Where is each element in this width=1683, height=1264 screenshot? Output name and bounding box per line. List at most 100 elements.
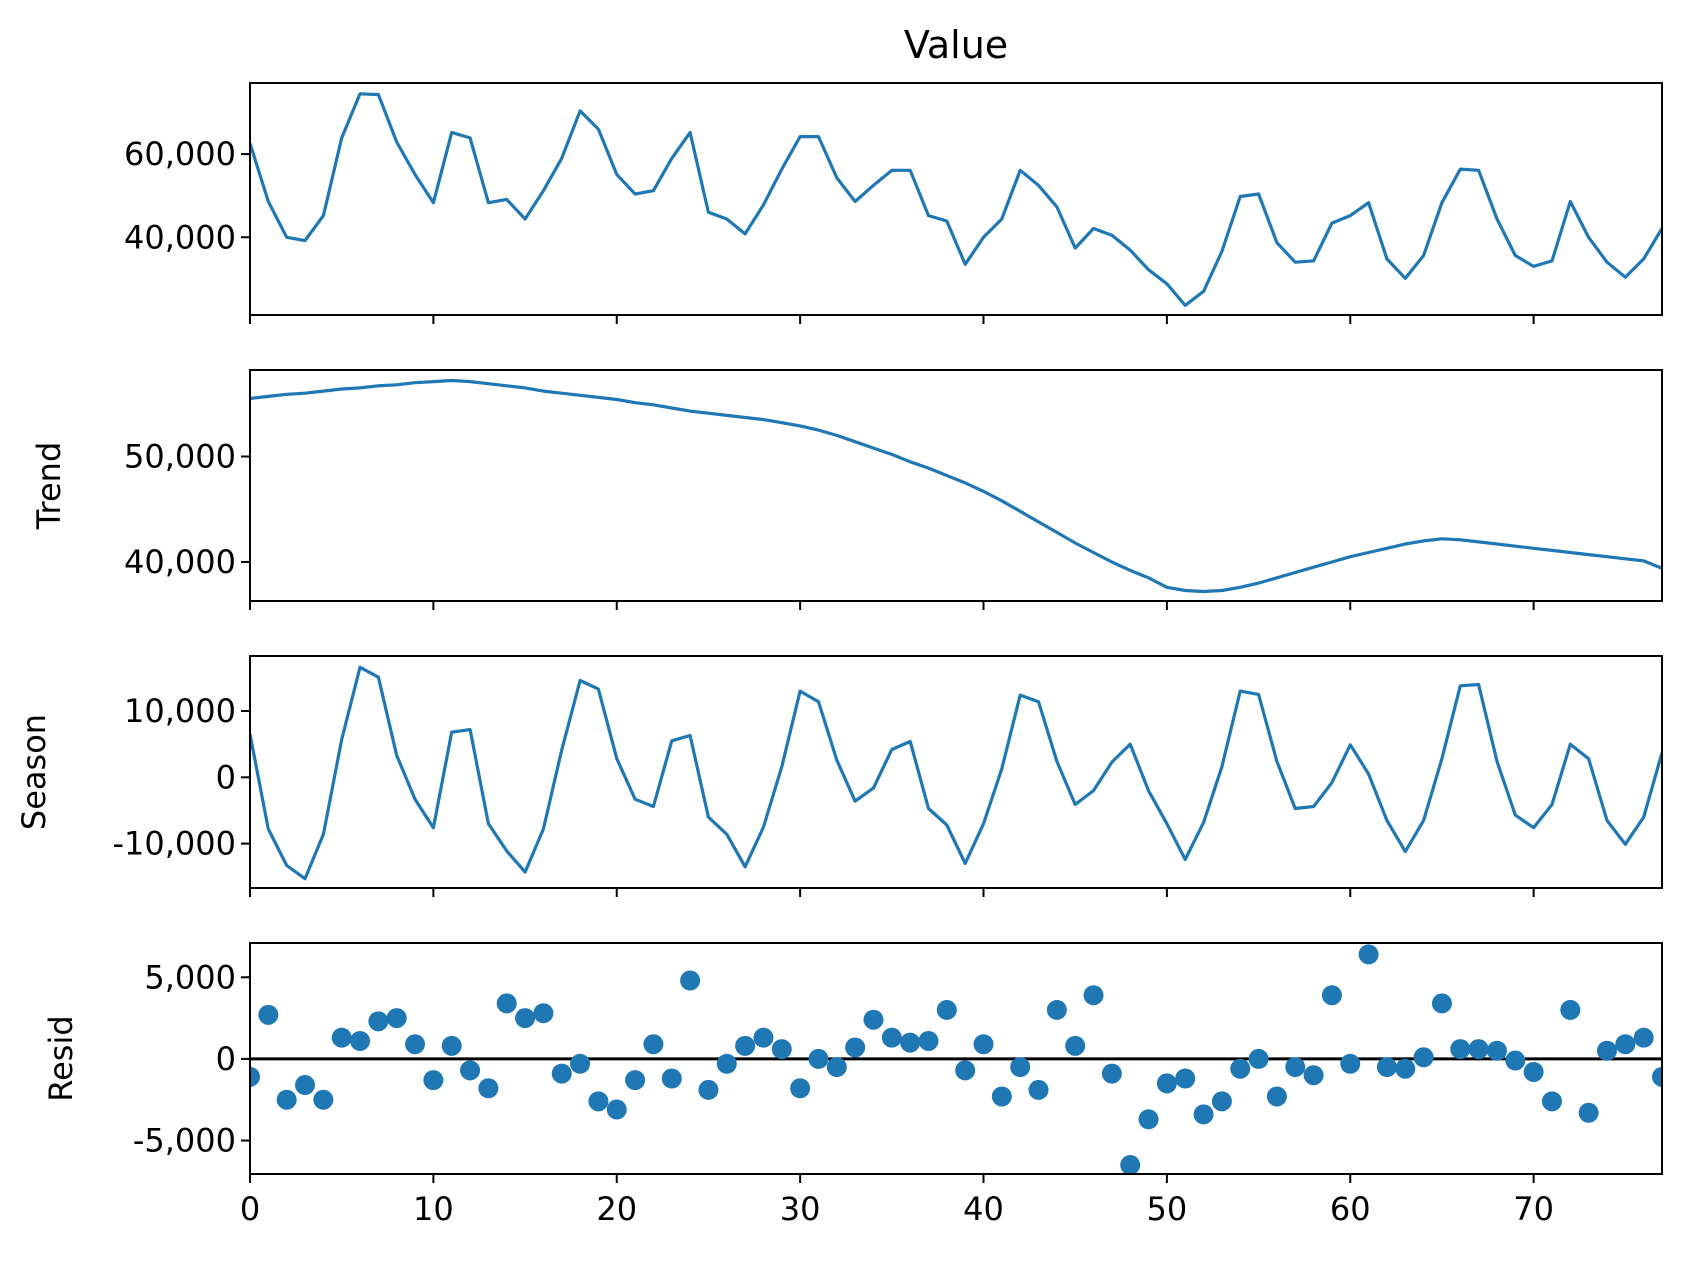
season-series-line bbox=[250, 665, 1662, 881]
resid-point bbox=[1266, 1086, 1287, 1107]
x-tick-label: 50 bbox=[1147, 1190, 1188, 1228]
resid-ytick-label: -5,000 bbox=[133, 1122, 236, 1160]
resid-point bbox=[936, 999, 957, 1020]
resid-point bbox=[863, 1009, 884, 1030]
resid-point bbox=[1376, 1057, 1397, 1078]
resid-point bbox=[643, 1034, 664, 1055]
resid-point bbox=[1303, 1065, 1324, 1086]
resid-point bbox=[1615, 1034, 1636, 1055]
resid-point bbox=[1468, 1039, 1489, 1060]
resid-point bbox=[771, 1039, 792, 1060]
resid-point bbox=[350, 1030, 371, 1051]
resid-point bbox=[1120, 1155, 1141, 1174]
x-tick-label: 20 bbox=[596, 1190, 637, 1228]
resid-point bbox=[1358, 944, 1379, 965]
season-ytick-label: 10,000 bbox=[124, 692, 236, 730]
resid-point bbox=[478, 1078, 499, 1099]
resid-point bbox=[826, 1057, 847, 1078]
chart-title: Value bbox=[904, 23, 1008, 67]
resid-point bbox=[955, 1060, 976, 1081]
resid-point bbox=[1046, 999, 1067, 1020]
resid-point bbox=[1413, 1047, 1434, 1068]
value-ytick-label: 40,000 bbox=[124, 218, 236, 256]
resid-point bbox=[1541, 1091, 1562, 1112]
resid-point bbox=[716, 1053, 737, 1074]
x-tick-label: 10 bbox=[413, 1190, 454, 1228]
resid-point bbox=[918, 1030, 939, 1051]
resid-point bbox=[460, 1060, 481, 1081]
resid-point bbox=[808, 1048, 829, 1069]
resid-point bbox=[1211, 1091, 1232, 1112]
trend-ytick-label: 40,000 bbox=[124, 543, 236, 581]
resid-point bbox=[973, 1034, 994, 1055]
resid-point bbox=[441, 1035, 462, 1056]
x-tick-label: 0 bbox=[240, 1190, 260, 1228]
resid-point bbox=[1065, 1035, 1086, 1056]
resid-point bbox=[1230, 1058, 1251, 1079]
resid-point bbox=[735, 1035, 756, 1056]
season-ytick-label: 0 bbox=[216, 758, 236, 796]
resid-point bbox=[698, 1079, 719, 1100]
value-axes-frame bbox=[249, 82, 1663, 316]
resid-point bbox=[313, 1089, 334, 1110]
resid-point bbox=[276, 1089, 297, 1110]
resid-point bbox=[1450, 1039, 1471, 1060]
value-series-line bbox=[250, 92, 1662, 307]
resid-point bbox=[661, 1068, 682, 1089]
resid-point bbox=[1285, 1057, 1306, 1078]
resid-point bbox=[1156, 1073, 1177, 1094]
resid-point bbox=[845, 1037, 866, 1058]
resid-point bbox=[881, 1027, 902, 1048]
trend-ylabel: Trend bbox=[30, 442, 68, 531]
resid-point bbox=[570, 1053, 591, 1074]
resid-point bbox=[1101, 1063, 1122, 1084]
resid-point bbox=[1138, 1109, 1159, 1130]
resid-point bbox=[1560, 999, 1581, 1020]
resid-point bbox=[368, 1011, 389, 1032]
season-ylabel: Season bbox=[15, 714, 53, 830]
season-ytick-label: -10,000 bbox=[112, 825, 236, 863]
resid-point bbox=[1340, 1053, 1361, 1074]
resid-point bbox=[496, 993, 517, 1014]
resid-point bbox=[1578, 1102, 1599, 1123]
resid-point bbox=[753, 1027, 774, 1048]
resid-point bbox=[1193, 1104, 1214, 1125]
resid-point bbox=[515, 1008, 536, 1029]
trend-series-line bbox=[250, 378, 1662, 594]
resid-point bbox=[386, 1008, 407, 1029]
resid-point bbox=[1321, 985, 1342, 1006]
resid-point bbox=[423, 1070, 444, 1091]
trend-axes-frame bbox=[249, 369, 1663, 602]
value-ytick-label: 60,000 bbox=[124, 135, 236, 173]
resid-point bbox=[588, 1091, 609, 1112]
x-tick-label: 40 bbox=[963, 1190, 1004, 1228]
resid-ylabel: Resid bbox=[42, 1015, 80, 1101]
resid-point bbox=[790, 1078, 811, 1099]
resid-point bbox=[1523, 1061, 1544, 1082]
resid-point bbox=[1633, 1027, 1654, 1048]
resid-point bbox=[1175, 1068, 1196, 1089]
resid-point bbox=[900, 1032, 921, 1053]
resid-point bbox=[1028, 1079, 1049, 1100]
resid-point bbox=[331, 1027, 352, 1048]
x-tick-label: 70 bbox=[1513, 1190, 1554, 1228]
resid-point bbox=[250, 1066, 260, 1087]
resid-point bbox=[1486, 1040, 1507, 1061]
resid-point bbox=[606, 1099, 627, 1120]
resid-point bbox=[1395, 1058, 1416, 1079]
resid-point bbox=[1596, 1040, 1617, 1061]
resid-point bbox=[258, 1004, 279, 1025]
resid-point bbox=[551, 1063, 572, 1084]
resid-point bbox=[295, 1075, 316, 1096]
resid-point bbox=[1083, 985, 1104, 1006]
x-tick-label: 60 bbox=[1330, 1190, 1371, 1228]
resid-point bbox=[1431, 993, 1452, 1014]
resid-point bbox=[1010, 1057, 1031, 1078]
resid-point bbox=[1505, 1050, 1526, 1071]
resid-point bbox=[533, 1003, 554, 1024]
trend-ytick-label: 50,000 bbox=[124, 437, 236, 475]
resid-point bbox=[991, 1086, 1012, 1107]
resid-point bbox=[1652, 1066, 1662, 1087]
resid-ytick-label: 5,000 bbox=[144, 958, 236, 996]
